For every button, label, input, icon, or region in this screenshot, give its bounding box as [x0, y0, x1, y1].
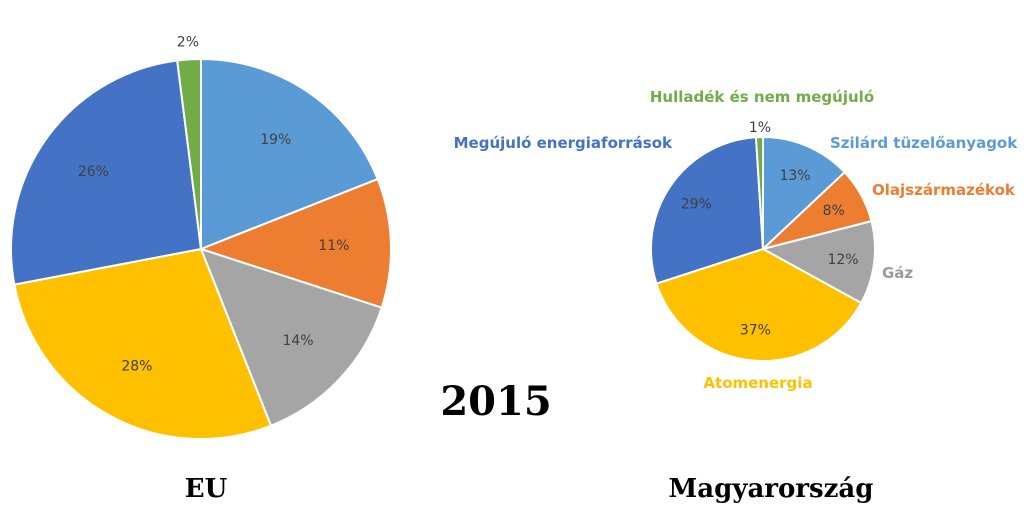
data-label-eu-2: 14% — [282, 333, 313, 349]
year-label: 2015 — [440, 378, 551, 425]
pie-slice-hungary-4 — [650, 136, 765, 285]
pie-slice-hungary-5 — [754, 135, 764, 250]
data-label-hungary-1: 8% — [823, 203, 845, 219]
category-label-hungary-5: Hulladék és nem megújuló — [650, 88, 874, 106]
pie-chart-eu: 19% 11% 14% 28% 26% 2% — [10, 34, 392, 440]
data-label-hungary-0: 13% — [779, 168, 810, 184]
data-label-eu-5: 2% — [177, 34, 199, 50]
data-label-hungary-5: 1% — [749, 120, 771, 136]
category-label-hungary-3: Atomenergia — [703, 374, 812, 392]
data-label-eu-4: 26% — [78, 164, 109, 180]
data-label-hungary-4: 29% — [681, 197, 712, 213]
pie-slice-eu-0 — [200, 57, 379, 251]
pie-slice-eu-3 — [13, 247, 273, 440]
pie-slice-hungary-2 — [760, 219, 876, 305]
chart-title-eu: EU — [185, 474, 228, 504]
pie-slice-eu-5 — [176, 57, 202, 250]
pie-slice-hungary-0 — [762, 135, 847, 252]
pie-slice-eu-1 — [198, 177, 392, 309]
data-label-hungary-3: 37% — [740, 322, 771, 338]
pie-slice-eu-4 — [10, 59, 203, 286]
category-label-hungary-1: Olajszármazékok — [872, 181, 1016, 199]
category-label-hungary-4: Megújuló energiaforrások — [454, 134, 673, 152]
data-label-eu-0: 19% — [260, 132, 291, 148]
data-label-hungary-2: 12% — [827, 252, 858, 268]
data-label-eu-3: 28% — [121, 359, 152, 375]
category-label-hungary-0: Szilárd tüzelőanyagok — [830, 134, 1018, 152]
chart-title-hungary: Magyarország — [669, 474, 874, 504]
pie-slice-eu-2 — [199, 247, 383, 427]
pie-slice-hungary-3 — [655, 247, 863, 362]
data-label-eu-1: 11% — [318, 238, 349, 254]
pie-chart-hungary: 13% Szilárd tüzelőanyagok 8% Olajszármazéko… — [454, 88, 1019, 392]
category-label-hungary-2: Gáz — [882, 264, 913, 282]
